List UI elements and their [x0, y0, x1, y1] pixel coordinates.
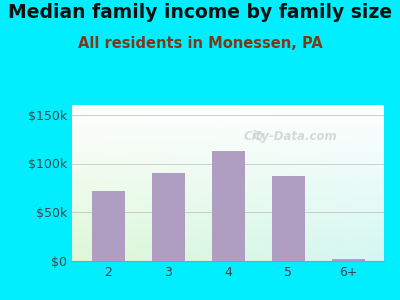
Bar [332, 259, 364, 261]
Bar [92, 191, 124, 261]
Text: All residents in Monessen, PA: All residents in Monessen, PA [78, 36, 322, 51]
Bar [272, 176, 304, 261]
Text: City-Data.com: City-Data.com [244, 130, 337, 143]
Bar [152, 173, 184, 261]
Text: Q: Q [252, 130, 263, 143]
Bar [212, 151, 244, 261]
Text: Median family income by family size: Median family income by family size [8, 3, 392, 22]
